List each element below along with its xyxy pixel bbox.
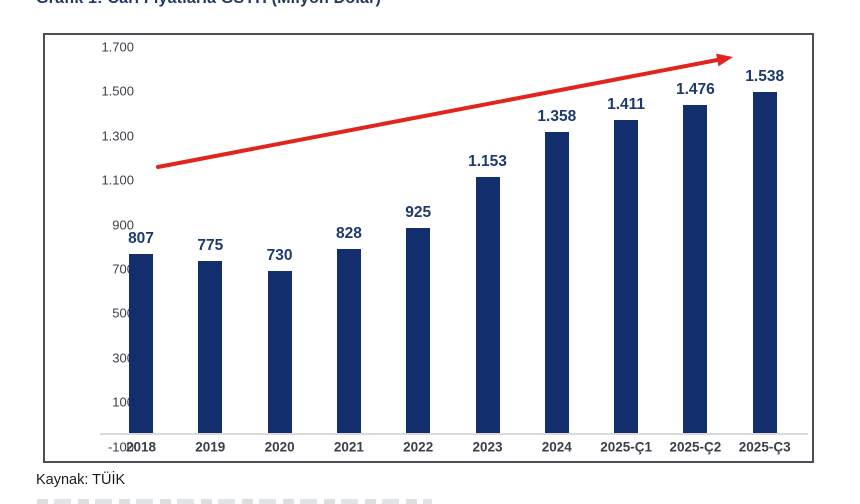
x-axis-label: 2025-Ç1 <box>600 439 652 455</box>
y-tick-label: 900 <box>112 217 134 233</box>
bar-value-label: 1.538 <box>745 68 785 85</box>
y-tick-label: 100 <box>112 394 134 410</box>
x-axis-label: 2019 <box>195 439 226 455</box>
bar-value-label: 775 <box>197 237 224 254</box>
bar-2022 <box>406 228 431 433</box>
bar-value-label: 1.476 <box>675 81 715 98</box>
y-tick-label: 300 <box>112 350 134 366</box>
x-axis-label: 2022 <box>403 439 434 455</box>
source-caption: Kaynak: TÜİK <box>36 472 126 488</box>
bar-2025-Ç2 <box>683 105 708 433</box>
bar-value-label: 730 <box>266 247 293 264</box>
chart-plot-area: 1.700 1.500 1.300 1.100 900 700 500 300 100 -100 … <box>43 33 814 463</box>
y-tick-label: -100 <box>107 439 134 455</box>
bar-2021 <box>336 249 361 433</box>
bar-2018 <box>129 254 153 433</box>
y-tick-label: 1.700 <box>101 39 134 55</box>
x-axis-label: 2021 <box>333 439 364 455</box>
bar-value-label: 925 <box>405 204 432 221</box>
bar-2025-Ç3 <box>752 92 777 433</box>
clipped-next-text-line <box>37 499 432 504</box>
bar-2024 <box>544 132 569 433</box>
chart-title-clipped: Grafik 1: Cari Fiyatlarla GSYH (Milyon D… <box>36 0 381 8</box>
bar-value-label: 828 <box>335 225 362 242</box>
x-axis-label: 2018 <box>125 439 157 455</box>
bar-value-label: 1.411 <box>607 96 646 113</box>
bar-2020 <box>267 271 292 433</box>
bar-value-label: 1.153 <box>468 153 507 170</box>
x-axis-label: 2024 <box>541 439 572 455</box>
bar-value-label: 1.358 <box>537 108 577 125</box>
bar-2023 <box>475 177 500 433</box>
y-tick-label: 1.100 <box>101 172 134 188</box>
y-tick-label: 700 <box>112 261 134 277</box>
x-axis-label: 2025-Ç3 <box>738 439 791 455</box>
y-tick-label: 1.300 <box>101 128 134 144</box>
x-axis-label: 2023 <box>472 439 503 455</box>
bar-value-label: 807 <box>128 230 154 247</box>
bar-2019 <box>198 261 223 433</box>
y-tick-label: 500 <box>112 305 134 321</box>
x-axis-label: 2025-Ç2 <box>669 439 722 455</box>
bar-2025-Ç1 <box>614 120 639 433</box>
y-tick-label: 1.500 <box>101 83 134 99</box>
x-axis-label: 2020 <box>264 439 295 455</box>
zero-baseline <box>100 433 808 435</box>
